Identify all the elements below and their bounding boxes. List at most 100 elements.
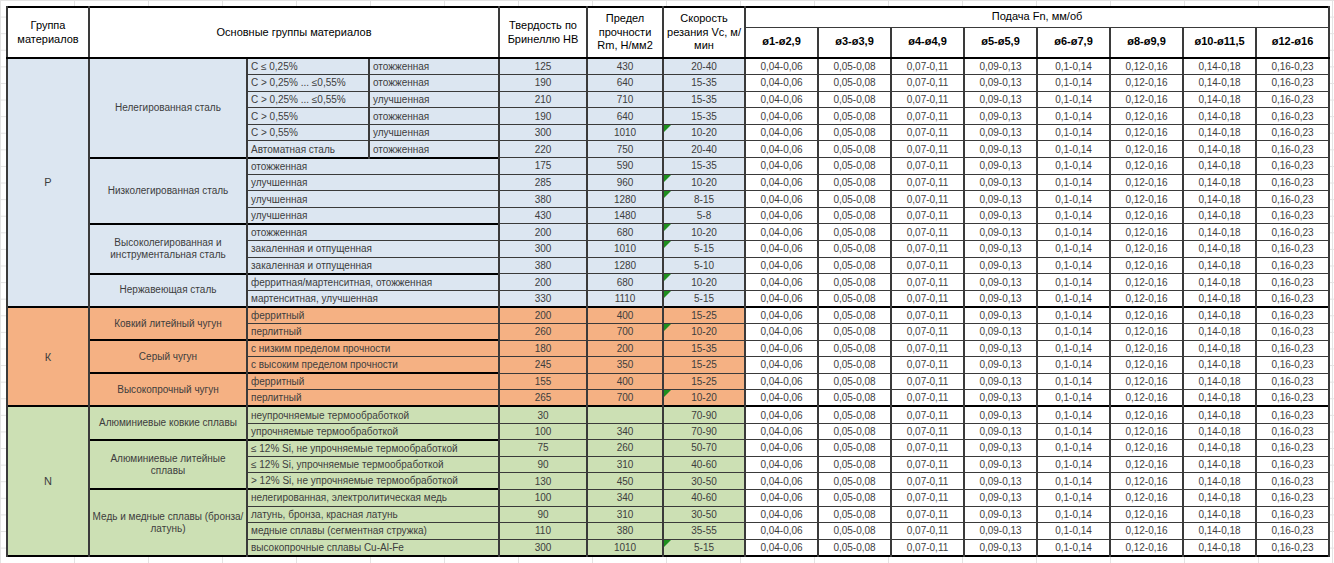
cell-feed-value: 0,04-0,06: [745, 191, 818, 208]
cell-feed-value: 0,07-0,11: [891, 423, 964, 440]
cell-hardness-hb: 210: [499, 91, 587, 108]
cell-material-spec: латунь, бронза, красная латунь: [247, 506, 499, 523]
cell-feed-value: 0,04-0,06: [745, 523, 818, 540]
cell-feed-value: 0,04-0,06: [745, 324, 818, 341]
cell-hardness-hb: 175: [499, 158, 587, 175]
cell-cutting-speed-vc: 10-20: [663, 224, 745, 241]
cell-strength-rm: 710: [587, 91, 663, 108]
cell-feed-value: 0,1-0,14: [1037, 423, 1110, 440]
cell-feed-value: 0,16-0,23: [1256, 390, 1329, 407]
cell-strength-rm: 1010: [587, 539, 663, 556]
cell-feed-value: 0,07-0,11: [891, 91, 964, 108]
cell-feed-value: 0,07-0,11: [891, 523, 964, 540]
cell-hardness-hb: 75: [499, 440, 587, 457]
cell-strength-rm: 450: [587, 473, 663, 490]
cell-feed-value: 0,12-0,16: [1110, 58, 1183, 75]
cell-hardness-hb: 260: [499, 324, 587, 341]
cell-material-state: отожженная: [369, 108, 499, 125]
cell-feed-value: 0,14-0,18: [1183, 207, 1256, 224]
cell-feed-value: 0,07-0,11: [891, 406, 964, 423]
cell-feed-value: 0,16-0,23: [1256, 456, 1329, 473]
cell-material-spec: с низким пределом прочности: [247, 340, 499, 357]
cell-strength-rm: 1010: [587, 241, 663, 258]
table-body: PНелегированная стальC ≤ 0,25%отожженная…: [7, 58, 1329, 556]
cell-feed-value: 0,16-0,23: [1256, 108, 1329, 125]
cell-feed-value: 0,14-0,18: [1183, 108, 1256, 125]
cell-hardness-hb: 110: [499, 523, 587, 540]
green-corner-flag-icon: [664, 274, 671, 281]
cell-feed-value: 0,04-0,06: [745, 373, 818, 390]
cell-feed-value: 0,05-0,08: [818, 241, 891, 258]
cell-feed-value: 0,09-0,13: [964, 290, 1037, 307]
cell-feed-value: 0,1-0,14: [1037, 390, 1110, 407]
cell-feed-value: 0,09-0,13: [964, 141, 1037, 158]
cell-feed-value: 0,12-0,16: [1110, 406, 1183, 423]
cell-feed-value: 0,04-0,06: [745, 456, 818, 473]
cell-feed-value: 0,14-0,18: [1183, 440, 1256, 457]
cell-strength-rm: 1480: [587, 207, 663, 224]
cell-feed-value: 0,09-0,13: [964, 373, 1037, 390]
cell-cutting-speed-vc: 15-35: [663, 158, 745, 175]
cell-feed-value: 0,05-0,08: [818, 390, 891, 407]
cell-hardness-hb: 380: [499, 191, 587, 208]
cell-feed-value: 0,16-0,23: [1256, 307, 1329, 324]
cell-feed-value: 0,1-0,14: [1037, 108, 1110, 125]
cell-feed-value: 0,14-0,18: [1183, 174, 1256, 191]
cell-feed-value: 0,16-0,23: [1256, 158, 1329, 175]
cell-feed-value: 0,07-0,11: [891, 290, 964, 307]
cell-feed-value: 0,14-0,18: [1183, 473, 1256, 490]
cell-feed-value: 0,07-0,11: [891, 440, 964, 457]
cell-cutting-speed-vc: 5-15: [663, 290, 745, 307]
cell-feed-value: 0,14-0,18: [1183, 274, 1256, 291]
cell-feed-value: 0,05-0,08: [818, 257, 891, 274]
cell-material-spec: неупрочняемые термообработкой: [247, 406, 499, 423]
cell-feed-value: 0,14-0,18: [1183, 91, 1256, 108]
cell-cutting-speed-vc: 40-60: [663, 489, 745, 506]
cell-strength-rm: 340: [587, 489, 663, 506]
cell-strength-rm: 960: [587, 174, 663, 191]
cell-feed-value: 0,09-0,13: [964, 75, 1037, 92]
col-header-diameter-range: ø5-ø5,9: [964, 27, 1037, 58]
cell-feed-value: 0,16-0,23: [1256, 257, 1329, 274]
cell-feed-value: 0,04-0,06: [745, 224, 818, 241]
col-header-cutting-speed: Скорость резания Vc, м/мин: [663, 7, 745, 58]
green-corner-flag-icon: [664, 175, 671, 182]
cell-feed-value: 0,1-0,14: [1037, 456, 1110, 473]
cell-feed-value: 0,14-0,18: [1183, 523, 1256, 540]
cell-feed-value: 0,05-0,08: [818, 456, 891, 473]
col-header-diameter-range: ø4-ø4,9: [891, 27, 964, 58]
cell-feed-value: 0,05-0,08: [818, 158, 891, 175]
cell-cutting-speed-vc: 15-25: [663, 307, 745, 324]
cell-feed-value: 0,09-0,13: [964, 539, 1037, 556]
cell-strength-rm: 640: [587, 108, 663, 125]
cell-material-spec: улучшенная: [247, 191, 499, 208]
cell-strength-rm: 1280: [587, 257, 663, 274]
cell-feed-value: 0,05-0,08: [818, 174, 891, 191]
cell-feed-value: 0,09-0,13: [964, 506, 1037, 523]
cell-feed-value: 0,07-0,11: [891, 390, 964, 407]
cell-cutting-speed-vc: 10-20: [663, 324, 745, 341]
cell-feed-value: 0,07-0,11: [891, 357, 964, 374]
cell-feed-value: 0,16-0,23: [1256, 290, 1329, 307]
cell-feed-value: 0,12-0,16: [1110, 456, 1183, 473]
cell-hardness-hb: 300: [499, 124, 587, 141]
table-row: Низколегированная стальотожженная1755901…: [7, 158, 1329, 175]
col-header-diameter-range: ø1-ø2,9: [745, 27, 818, 58]
cell-feed-value: 0,12-0,16: [1110, 307, 1183, 324]
cell-strength-rm: 1110: [587, 290, 663, 307]
cell-hardness-hb: 265: [499, 390, 587, 407]
cell-feed-value: 0,07-0,11: [891, 241, 964, 258]
cell-feed-value: 0,14-0,18: [1183, 257, 1256, 274]
cell-cutting-speed-vc: 5-10: [663, 257, 745, 274]
cell-feed-value: 0,14-0,18: [1183, 406, 1256, 423]
green-corner-flag-icon: [664, 291, 671, 298]
cell-material-spec: высокопрочные сплавы Cu-Al-Fe: [247, 539, 499, 556]
green-corner-flag-icon: [664, 540, 671, 547]
cell-feed-value: 0,14-0,18: [1183, 158, 1256, 175]
cell-material-subgroup: Алюминиевые литейные сплавы: [89, 440, 247, 490]
cell-feed-value: 0,09-0,13: [964, 357, 1037, 374]
cell-feed-value: 0,09-0,13: [964, 523, 1037, 540]
cell-feed-value: 0,16-0,23: [1256, 191, 1329, 208]
cell-feed-value: 0,1-0,14: [1037, 324, 1110, 341]
cell-feed-value: 0,07-0,11: [891, 224, 964, 241]
